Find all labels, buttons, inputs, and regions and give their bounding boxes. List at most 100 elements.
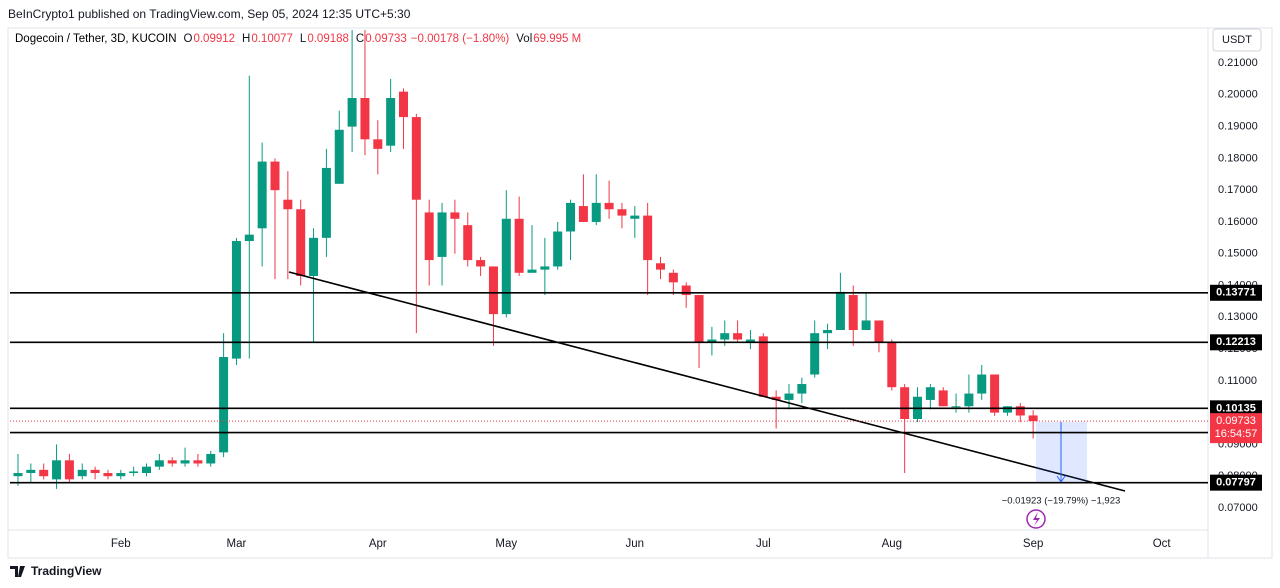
- legend-value: 0.10077: [251, 33, 293, 45]
- chart-frame: [7, 27, 1273, 559]
- candle-body: [296, 209, 306, 276]
- level-label: 0.07797: [1216, 477, 1256, 489]
- candle-body: [566, 202, 576, 232]
- candle-body: [848, 295, 858, 331]
- candle-body: [488, 266, 498, 315]
- candle-body: [630, 215, 640, 219]
- candle-body: [835, 291, 845, 331]
- footer-brand: TradingView: [31, 564, 102, 578]
- candle-body: [103, 473, 113, 477]
- candle-body: [951, 406, 961, 408]
- candle-body: [64, 460, 74, 480]
- y-tick-label: 0.19000: [1218, 121, 1258, 133]
- level-label-box: [1210, 284, 1262, 301]
- candle-body: [463, 225, 473, 261]
- legend-key: C: [355, 33, 365, 45]
- candle-body: [578, 206, 588, 222]
- level-label: 0.12213: [1216, 336, 1256, 348]
- candle-body: [540, 266, 550, 270]
- x-tick-label: Sep: [1023, 538, 1043, 550]
- candle-body: [745, 339, 755, 343]
- legend-key: L: [299, 33, 307, 45]
- legend-value: 0.09188: [307, 33, 349, 45]
- currency-button[interactable]: [1212, 28, 1262, 52]
- candle-body: [810, 333, 820, 375]
- legend-change: −0.00178 (−1.80%): [410, 33, 510, 45]
- x-tick-label: Oct: [1153, 538, 1172, 550]
- candle-body: [334, 129, 344, 184]
- level-label: 0.13771: [1216, 287, 1256, 299]
- level-label-box: [1210, 474, 1262, 491]
- legend-value: 0.09733: [365, 33, 407, 45]
- candle-body: [52, 460, 62, 480]
- event-icon-bolt: [1033, 512, 1040, 526]
- last-price-box: [1210, 413, 1262, 444]
- candle-body: [797, 384, 807, 394]
- candle-body: [450, 212, 460, 219]
- legend-volume: 69.995 M: [533, 33, 582, 45]
- y-tick-label: 0.16000: [1218, 216, 1258, 228]
- x-tick-label: Jul: [756, 538, 771, 550]
- candle-body: [219, 357, 229, 453]
- y-tick-label: 0.15000: [1218, 248, 1258, 260]
- candle-body: [1015, 406, 1025, 416]
- candle-body: [643, 215, 653, 261]
- x-tick-label: Aug: [882, 538, 902, 550]
- level-label-box: [1210, 334, 1262, 351]
- candle-body: [925, 387, 935, 400]
- symbol-legend: Dogecoin / Tether, 3D, KUCOIN O 0.09912 H 0…: [15, 33, 581, 45]
- candle-body: [668, 272, 678, 283]
- candle-body: [13, 473, 23, 477]
- x-tick-label: May: [495, 538, 517, 550]
- candle-body: [167, 460, 177, 464]
- candle-body: [116, 473, 126, 477]
- candle-body: [887, 342, 897, 388]
- candle-body: [309, 237, 319, 276]
- candle-body: [1002, 406, 1012, 413]
- level-label-box: [1210, 400, 1262, 417]
- event-icon[interactable]: [1026, 509, 1046, 529]
- attribution: BeInCrypto1 published on TradingView.com…: [8, 7, 411, 21]
- y-tick-label: 0.13000: [1218, 311, 1258, 323]
- candle-body: [244, 234, 254, 242]
- candle-body: [656, 263, 665, 270]
- candle-body: [411, 117, 421, 200]
- legend-value: 0.09912: [193, 33, 236, 45]
- candle-body: [694, 295, 704, 343]
- candle-body: [784, 393, 794, 400]
- candle-body: [617, 209, 627, 216]
- x-tick-label: Mar: [227, 538, 247, 550]
- candle-body: [476, 260, 486, 267]
- candle-body: [270, 161, 280, 191]
- symbol: Dogecoin / Tether, 3D, KUCOIN: [15, 33, 177, 45]
- y-tick-label: 0.20000: [1218, 89, 1258, 101]
- candle-body: [206, 453, 216, 464]
- candle-body: [771, 396, 781, 400]
- candle-body: [990, 374, 1000, 413]
- level-label: 0.10135: [1216, 402, 1256, 414]
- candle-body: [154, 460, 164, 467]
- footer-logo: [10, 566, 25, 577]
- candle-body: [129, 471, 139, 474]
- candle-body: [681, 285, 691, 296]
- candle-body: [1028, 415, 1038, 422]
- candle-body: [373, 139, 383, 149]
- candle-body: [386, 98, 396, 146]
- candle-body: [399, 91, 408, 118]
- candle-body: [501, 218, 511, 315]
- candle-body: [39, 469, 49, 477]
- candle-body: [553, 231, 563, 267]
- candle-body: [861, 320, 871, 331]
- y-tick-label: 0.07000: [1218, 502, 1258, 514]
- candle-body: [142, 466, 151, 474]
- candle-body: [347, 98, 357, 127]
- candle-body: [758, 336, 768, 397]
- y-tick-label: 0.11000: [1218, 375, 1257, 387]
- candle-body: [874, 320, 884, 343]
- legend-key: O: [183, 33, 193, 45]
- plot-area: [13, 30, 1038, 489]
- candle-body: [938, 390, 948, 407]
- candle-body: [231, 241, 241, 359]
